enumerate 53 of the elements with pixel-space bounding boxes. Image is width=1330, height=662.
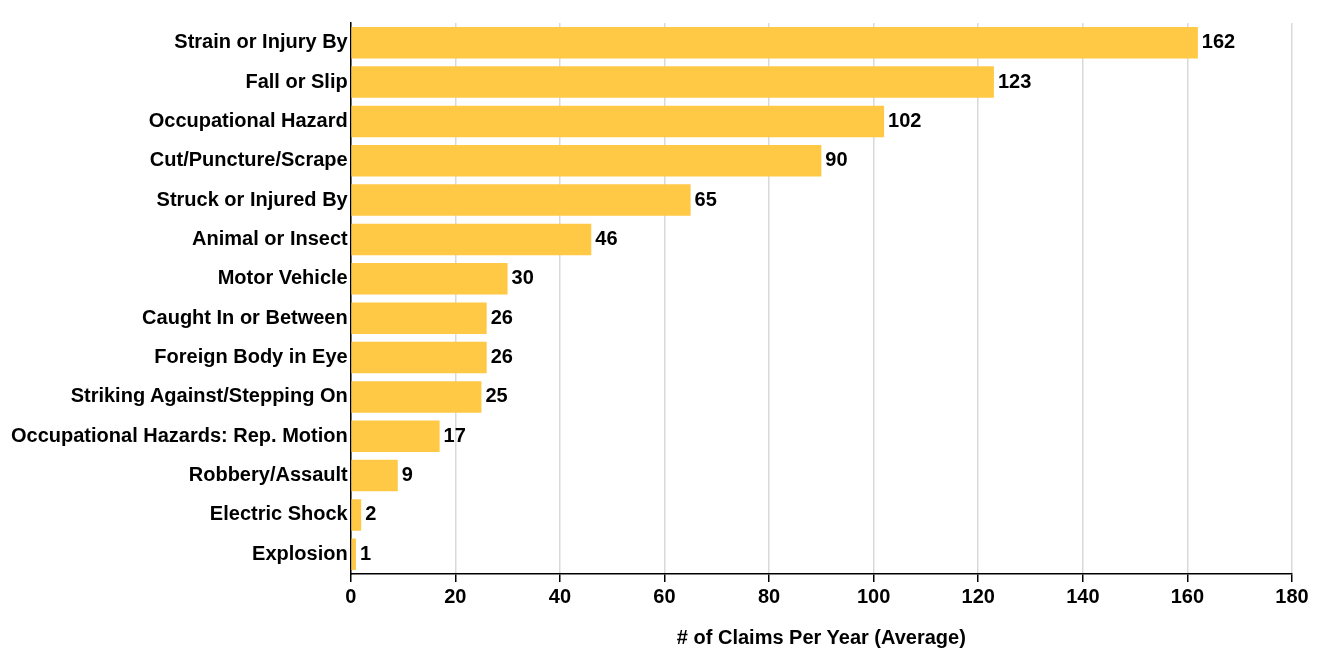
data-label: 25: [485, 384, 508, 407]
bar: [351, 499, 362, 531]
y-tick-label: Animal or Insect: [192, 226, 349, 249]
data-label: 46: [595, 226, 618, 249]
data-label: 26: [490, 345, 513, 368]
x-tick-label: 40: [548, 584, 571, 607]
data-label: 26: [490, 305, 513, 328]
bar: [351, 26, 1198, 59]
data-label: 102: [888, 108, 922, 131]
bar: [351, 538, 356, 571]
bar: [351, 66, 994, 98]
bar: [351, 341, 487, 374]
bar: [351, 381, 482, 413]
data-label: 30: [511, 266, 534, 289]
data-label: 90: [825, 148, 848, 171]
bar: [351, 263, 508, 295]
y-tick-label: Occupational Hazard: [148, 108, 348, 131]
y-tick-label: Fall or Slip: [245, 69, 348, 92]
y-tick-label: Struck or Injured By: [156, 187, 349, 210]
bar: [351, 223, 592, 256]
data-label: 123: [997, 69, 1032, 92]
y-tick-label: Robbery/Assault: [188, 463, 349, 486]
y-tick-label: Strain or Injury By: [174, 30, 349, 53]
x-tick-label: 160: [1170, 584, 1205, 607]
x-axis-title: # of Claims Per Year (Average): [676, 625, 966, 648]
bar: [351, 184, 691, 216]
x-tick-label: 180: [1275, 584, 1309, 607]
y-tick-label: Striking Against/Stepping On: [70, 384, 348, 407]
data-label: 162: [1201, 30, 1236, 53]
y-tick-label: Electric Shock: [209, 502, 349, 525]
data-label: 2: [365, 502, 377, 525]
x-tick-label: 0: [345, 584, 357, 607]
x-tick-label: 120: [961, 584, 995, 607]
x-tick-label: 80: [757, 584, 781, 607]
data-label: 17: [443, 423, 466, 446]
bar: [351, 145, 822, 177]
data-label: 1: [359, 541, 372, 564]
y-tick-label: Occupational Hazards: Rep. Motion: [11, 423, 348, 446]
bar: [351, 105, 885, 138]
bar: [351, 459, 398, 492]
bar: [351, 420, 440, 452]
y-tick-label: Cut/Puncture/Scrape: [149, 148, 348, 171]
bar: [351, 302, 487, 334]
y-tick-label: Foreign Body in Eye: [154, 345, 348, 368]
x-tick-label: 100: [856, 584, 891, 607]
data-label: 9: [401, 463, 413, 486]
x-tick-label: 60: [653, 584, 676, 607]
x-tick-label: 140: [1066, 584, 1100, 607]
data-label: 65: [694, 187, 717, 210]
x-tick-label: 20: [444, 584, 467, 607]
y-tick-label: Caught In or Between: [142, 305, 348, 328]
y-tick-label: Motor Vehicle: [217, 266, 348, 289]
y-tick-label: Explosion: [252, 541, 348, 564]
